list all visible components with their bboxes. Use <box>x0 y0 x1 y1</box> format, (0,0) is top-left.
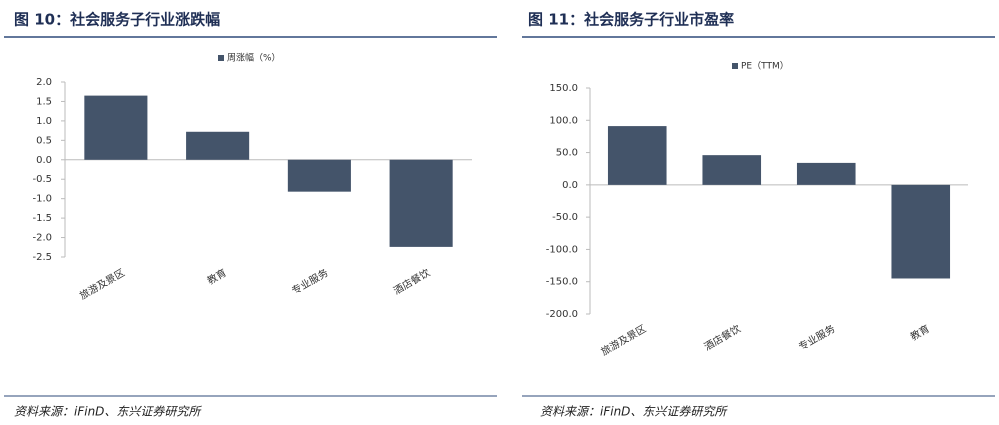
y-tick-label: 150.0 <box>549 83 578 94</box>
bar <box>891 184 951 279</box>
y-tick-label: 0.0 <box>36 155 52 166</box>
bar <box>389 159 453 247</box>
bar <box>84 95 148 160</box>
y-tick-label: -1.0 <box>32 194 52 205</box>
y-tick-label: -2.0 <box>32 233 52 244</box>
y-tick-label: 100.0 <box>549 115 578 126</box>
x-tick-label: 旅游及景区 <box>77 266 127 302</box>
legend-label: 周涨幅（%） <box>227 52 281 64</box>
y-tick-label: -0.5 <box>32 174 52 185</box>
legend-swatch <box>218 55 224 61</box>
source: 资料来源：iFinD、东兴证券研究所 <box>14 405 202 419</box>
y-tick-label: -1.5 <box>32 213 52 224</box>
legend-label: PE（TTM） <box>741 61 789 72</box>
x-tick-label: 专业服务 <box>289 266 330 297</box>
chart-title: 图 11：社会服务子行业市盈率 <box>528 11 734 29</box>
y-tick-label: -2.5 <box>32 252 52 263</box>
y-tick-label: 2.0 <box>36 77 52 88</box>
x-tick-label: 专业服务 <box>796 322 837 353</box>
y-tick-label: 0.0 <box>562 180 578 191</box>
y-tick-label: 1.5 <box>36 96 52 107</box>
source: 资料来源：iFinD、东兴证券研究所 <box>540 405 728 419</box>
bar <box>702 155 762 185</box>
y-tick-label: -50.0 <box>552 212 578 223</box>
chart-title: 图 10：社会服务子行业涨跌幅 <box>14 11 220 29</box>
y-tick-label: 1.0 <box>36 116 52 127</box>
bar <box>186 131 250 160</box>
legend-swatch <box>732 63 738 69</box>
y-tick-label: -150.0 <box>546 277 578 288</box>
x-tick-label: 酒店餐饮 <box>702 322 743 353</box>
bar <box>607 126 667 185</box>
y-tick-label: 0.5 <box>36 135 52 146</box>
y-tick-label: 50.0 <box>556 148 578 159</box>
y-tick-label: -200.0 <box>546 309 578 320</box>
bar <box>287 159 351 192</box>
x-tick-label: 酒店餐饮 <box>391 266 432 297</box>
x-tick-label: 旅游及景区 <box>598 322 648 358</box>
x-tick-label: 教育 <box>908 322 932 343</box>
x-tick-label: 教育 <box>205 266 229 287</box>
bar <box>796 162 856 185</box>
y-tick-label: -100.0 <box>546 244 578 255</box>
